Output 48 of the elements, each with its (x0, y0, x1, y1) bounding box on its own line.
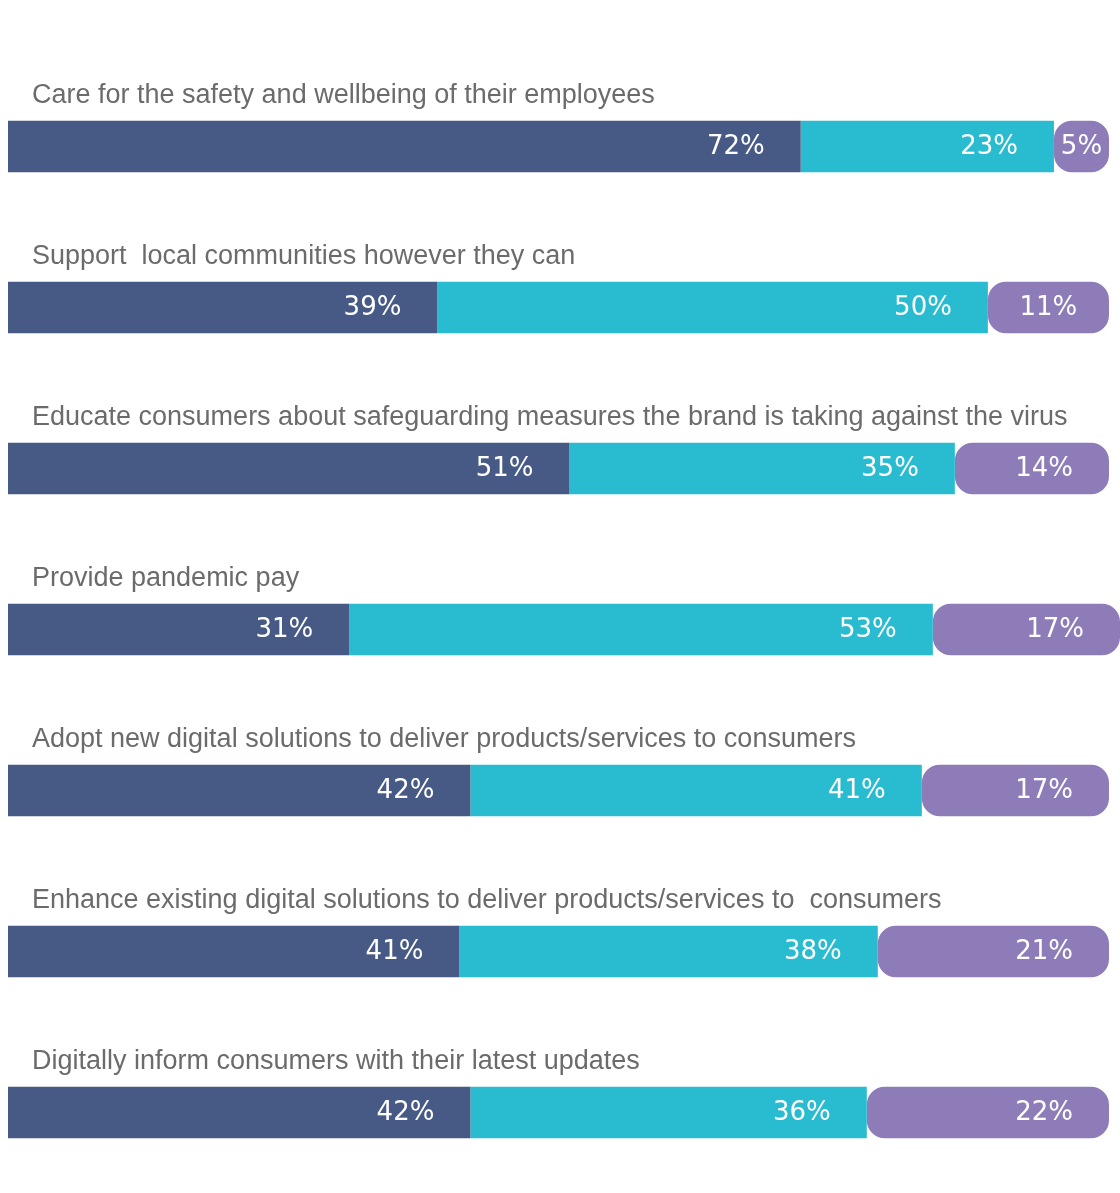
bar (470, 764, 922, 817)
bar (8, 1086, 471, 1139)
data-label: 42% (376, 1096, 435, 1127)
data-label: 41% (828, 774, 886, 805)
data-label: 39% (343, 291, 402, 322)
data-label: 5% (1060, 130, 1103, 161)
bar (470, 1086, 867, 1139)
data-label: 53% (839, 613, 897, 644)
bar (349, 603, 933, 656)
data-label: 23% (960, 130, 1018, 161)
bar (8, 281, 438, 334)
data-label: 38% (783, 935, 842, 966)
data-label: 17% (1026, 613, 1084, 644)
data-label: 11% (1019, 291, 1078, 322)
y-tick-label: Educate consumers about safeguarding measures the brand is taking against the virus (32, 400, 1068, 431)
bar (921, 764, 1109, 817)
bar (569, 442, 955, 495)
bar (987, 281, 1109, 334)
bar (437, 281, 988, 334)
data-label: 51% (475, 452, 534, 483)
data-label: 17% (1015, 774, 1073, 805)
data-label: 72% (706, 130, 765, 161)
bar (932, 603, 1120, 656)
data-label: 50% (894, 291, 952, 322)
y-tick-label: Support local communities however they can (32, 239, 576, 270)
data-label: 35% (861, 452, 919, 483)
y-tick-label: Adopt new digital solutions to deliver products/services to consumers (32, 722, 856, 753)
bar (459, 925, 878, 978)
data-label: 36% (772, 1096, 831, 1127)
bar (800, 120, 1054, 173)
bar (8, 603, 350, 656)
y-tick-label: Enhance existing digital solutions to deliver products/services to consumers (32, 883, 942, 914)
data-label: 14% (1015, 452, 1073, 483)
bar (8, 925, 460, 978)
bar (8, 764, 471, 817)
bar (8, 120, 801, 173)
y-tick-label: Digitally inform consumers with their latest updates (32, 1044, 640, 1075)
bar (877, 925, 1109, 978)
bar (866, 1086, 1109, 1139)
data-label: 21% (1015, 935, 1073, 966)
bar (8, 442, 570, 495)
data-label: 22% (1015, 1096, 1073, 1127)
data-label: 41% (365, 935, 424, 966)
y-tick-label: Care for the safety and wellbeing of their employees (32, 78, 655, 109)
data-label: 42% (376, 774, 435, 805)
data-label: 31% (255, 613, 314, 644)
bar (954, 442, 1109, 495)
y-tick-label: Provide pandemic pay (32, 561, 300, 592)
